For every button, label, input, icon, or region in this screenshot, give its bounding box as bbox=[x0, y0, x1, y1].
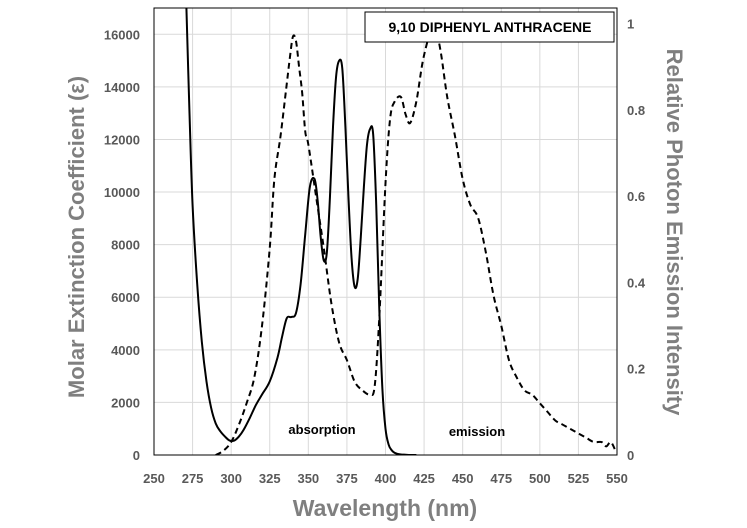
y2-tick-label: 0.6 bbox=[627, 189, 645, 204]
y-tick-label: 0 bbox=[133, 448, 140, 463]
x-tick-label: 550 bbox=[606, 471, 628, 486]
y-tick-label: 2000 bbox=[111, 395, 140, 410]
y2-axis-ticks: 0 0.2 0.4 0.6 0.8 1 bbox=[627, 17, 646, 463]
x-tick-label: 425 bbox=[413, 471, 435, 486]
y2-tick-label: 0 bbox=[627, 448, 634, 463]
y-tick-label: 10000 bbox=[104, 185, 140, 200]
x-tick-label: 350 bbox=[297, 471, 319, 486]
y-tick-label: 12000 bbox=[104, 132, 140, 147]
y-axis-title: Molar Extinction Coefficient (ε) bbox=[64, 76, 89, 398]
y-axis-ticks: 0 2000 4000 6000 8000 10000 12000 14000 16000 bbox=[104, 27, 140, 463]
y-tick-label: 8000 bbox=[111, 238, 140, 253]
annotation-absorption: absorption bbox=[288, 422, 355, 437]
title-box bbox=[364, 11, 615, 43]
x-axis-title: Wavelength (nm) bbox=[293, 495, 477, 521]
series-group bbox=[185, 8, 617, 455]
x-axis-ticks: 250 275 300 325 350 375 400 425 450 475 500 525 550 bbox=[143, 471, 628, 486]
x-tick-label: 450 bbox=[452, 471, 474, 486]
y2-tick-label: 0.2 bbox=[627, 362, 645, 377]
x-tick-label: 325 bbox=[259, 471, 281, 486]
y2-tick-label: 0.8 bbox=[627, 103, 645, 118]
x-tick-label: 300 bbox=[220, 471, 242, 486]
x-tick-label: 500 bbox=[529, 471, 551, 486]
y-tick-label: 14000 bbox=[104, 80, 140, 95]
annotation-emission: emission bbox=[449, 424, 505, 439]
chart-title: 9,10 DIPHENYL ANTHRACENE bbox=[388, 19, 591, 35]
x-tick-label: 375 bbox=[336, 471, 358, 486]
y-tick-label: 6000 bbox=[111, 290, 140, 305]
series-line-emission bbox=[215, 26, 617, 455]
x-tick-label: 475 bbox=[490, 471, 512, 486]
x-tick-label: 250 bbox=[143, 471, 165, 486]
x-tick-label: 275 bbox=[182, 471, 204, 486]
y2-tick-label: 1 bbox=[627, 17, 634, 32]
x-tick-label: 400 bbox=[375, 471, 397, 486]
y-tick-label: 16000 bbox=[104, 27, 140, 42]
y-tick-label: 4000 bbox=[111, 343, 140, 358]
y2-tick-label: 0.4 bbox=[627, 275, 646, 290]
series-line-absorption bbox=[185, 8, 417, 455]
y2-axis-title: Relative Photon Emission Intensity bbox=[662, 49, 687, 417]
x-tick-label: 525 bbox=[568, 471, 590, 486]
plot-frame bbox=[153, 7, 618, 456]
